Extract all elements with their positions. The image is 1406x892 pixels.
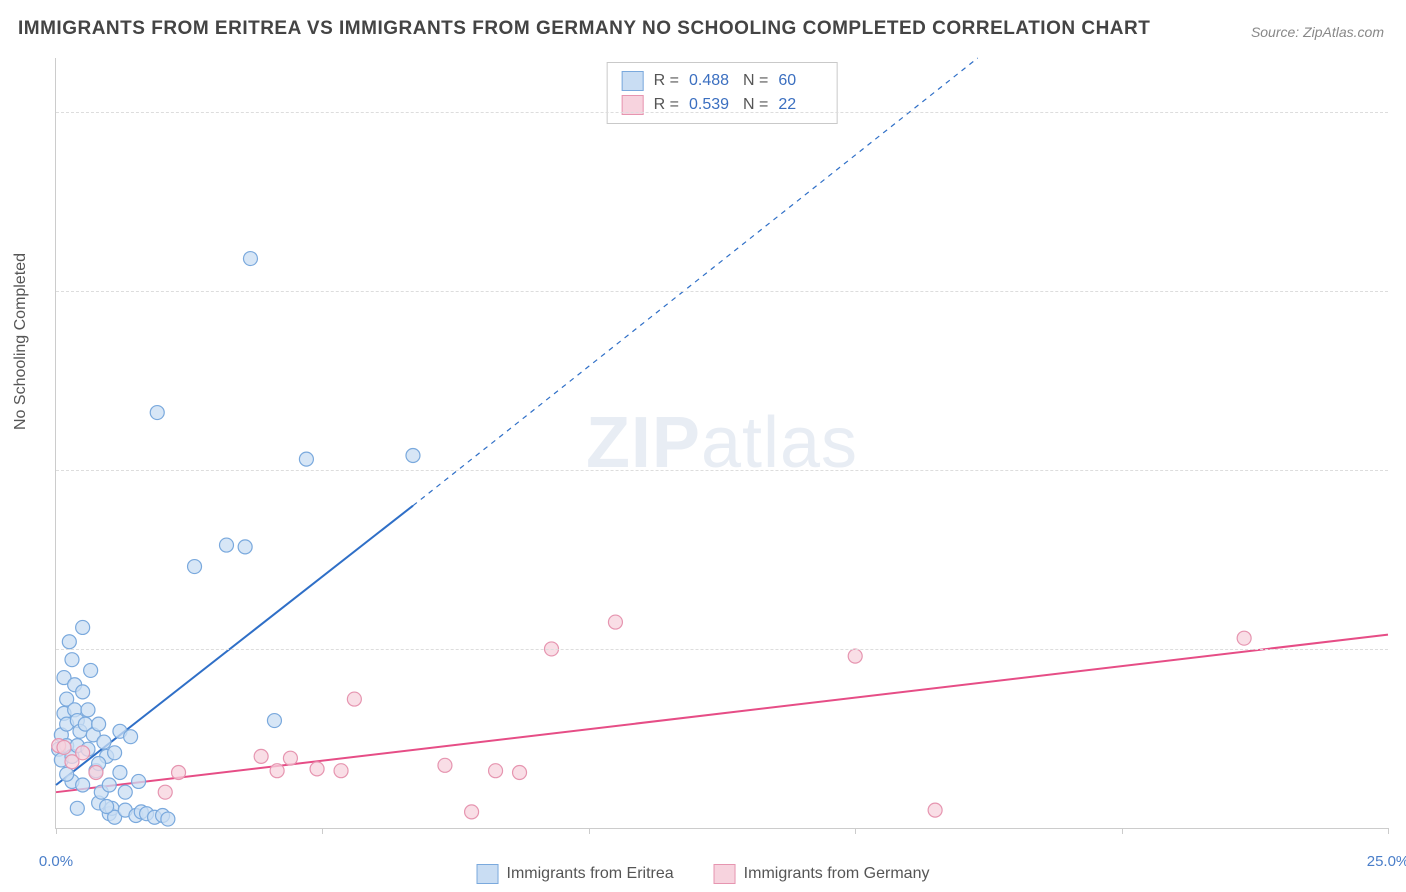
bottom-legend: Immigrants from Eritrea Immigrants from … [477,864,930,884]
xtick-label: 25.0% [1367,853,1406,870]
swatch-icon [477,864,499,884]
xtick [56,828,57,834]
y-axis-label: No Schooling Completed [12,253,30,430]
chart-title: IMMIGRANTS FROM ERITREA VS IMMIGRANTS FR… [18,18,1150,40]
gridline [56,649,1388,650]
swatch-icon [714,864,736,884]
source-attribution: Source: ZipAtlas.com [1251,24,1384,40]
xtick [1122,828,1123,834]
ytick-label: 10.0% [1393,461,1406,478]
gridline [56,112,1388,113]
legend-item-1: Immigrants from Germany [714,864,930,884]
xtick [1388,828,1389,834]
legend-label: Immigrants from Eritrea [507,865,674,883]
xtick [322,828,323,834]
legend-label: Immigrants from Germany [744,865,930,883]
ytick-label: 15.0% [1393,282,1406,299]
scatter-svg [56,58,1388,828]
plot-area: ZIPatlas R = 0.488 N = 60 R = 0.539 N = … [55,58,1388,829]
ytick-label: 5.0% [1393,640,1406,657]
gridline [56,291,1388,292]
ytick-label: 20.0% [1393,103,1406,120]
legend-item-0: Immigrants from Eritrea [477,864,674,884]
xtick [589,828,590,834]
xtick-label: 0.0% [39,853,73,870]
xtick [855,828,856,834]
gridline [56,470,1388,471]
